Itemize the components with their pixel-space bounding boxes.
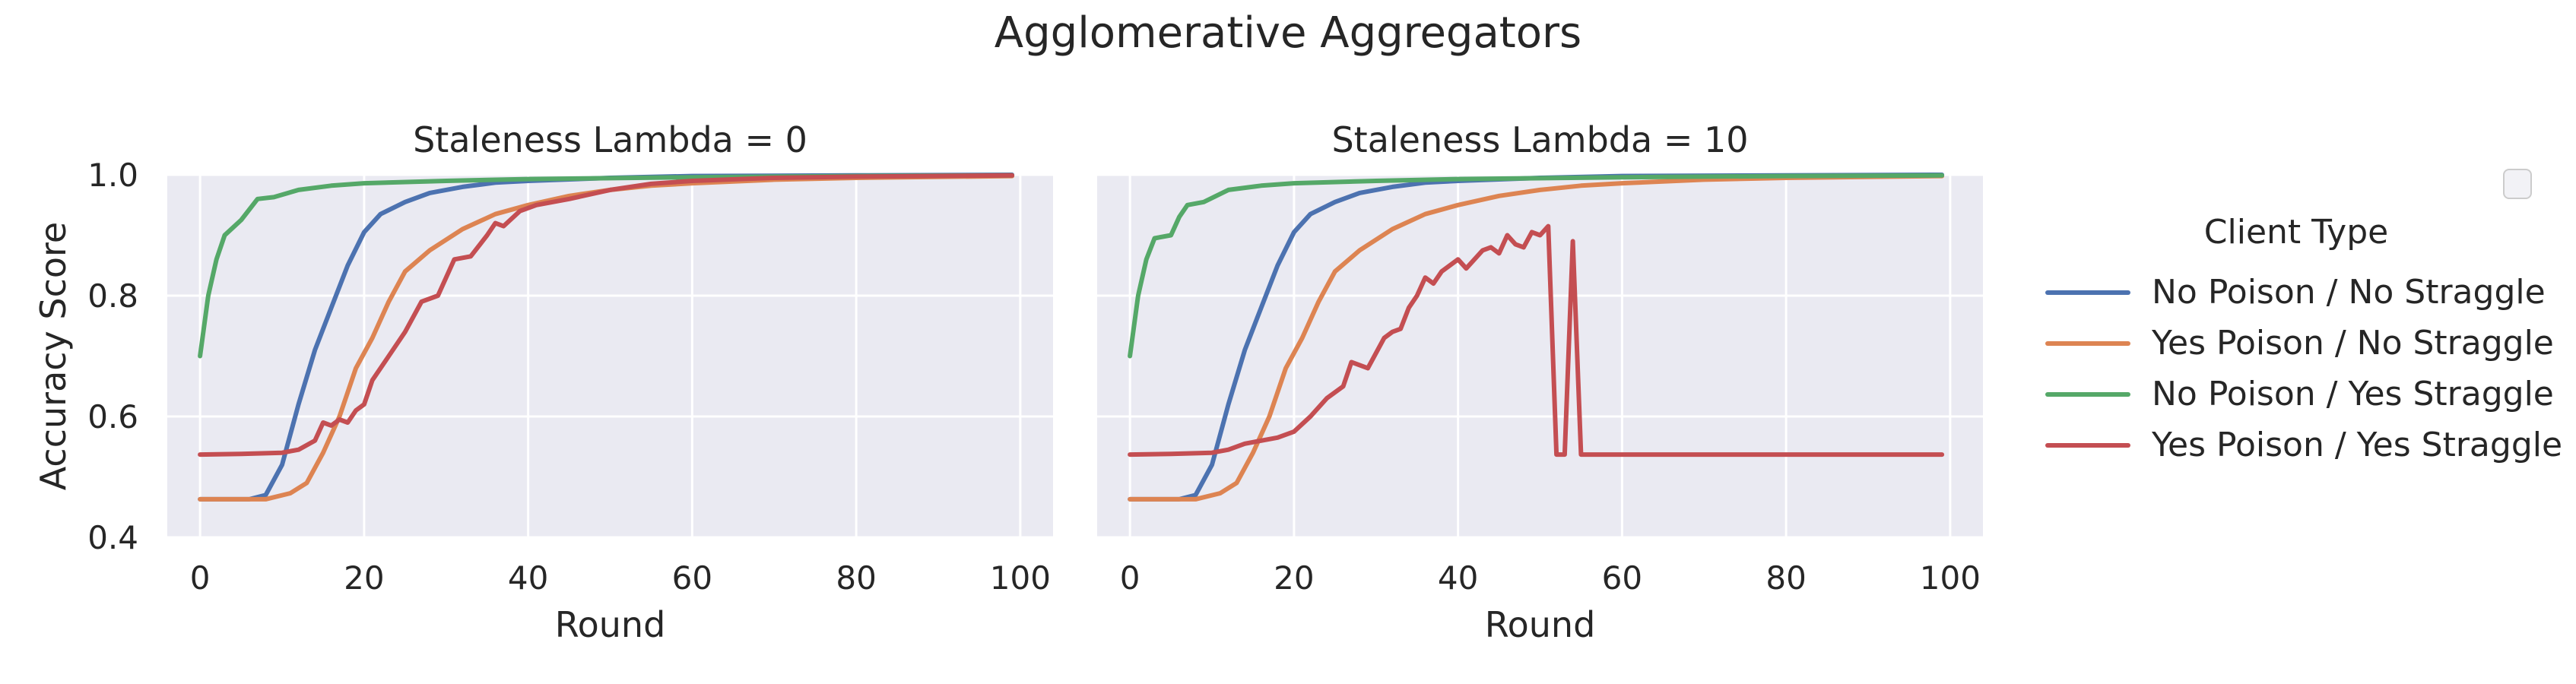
x-tick-label: 40 (508, 559, 548, 597)
legend-item-no-poison-no-straggle: No Poison / No Straggle (2045, 267, 2570, 318)
x-tick-label: 100 (990, 559, 1051, 597)
y-tick-label: 0.4 (87, 519, 138, 556)
subplot-lambda-0: 0 20 40 60 80 100 0.4 0.6 0.8 1.0 Staleness Lambda… (33, 119, 1053, 645)
plot-area (1097, 175, 1983, 537)
x-tick-label: 60 (672, 559, 712, 597)
legend-label: No Poison / No Straggle (2152, 273, 2546, 312)
legend-item-yes-poison-no-straggle: Yes Poison / No Straggle (2045, 318, 2570, 369)
y-tick-label: 0.6 (87, 398, 138, 435)
x-tick-label: 40 (1438, 559, 1478, 597)
plot-area (167, 175, 1053, 537)
x-axis-label: Round (1485, 604, 1596, 645)
legend-swatch (2045, 442, 2130, 448)
y-tick-label: 0.8 (87, 277, 138, 315)
legend-label: Yes Poison / No Straggle (2152, 324, 2554, 363)
legend-title: Client Type (2203, 213, 2389, 252)
legend-swatch (2045, 290, 2130, 295)
x-tick-label: 20 (344, 559, 384, 597)
series-line-no-poison-yes-straggle (198, 173, 1015, 359)
x-tick-label: 80 (836, 559, 876, 597)
empty-legend-box (2503, 169, 2532, 199)
legend-swatch (2045, 340, 2130, 346)
subplot-lambda-10: 0 20 40 60 80 100 Staleness Lambda = 10 Round (1097, 119, 1983, 645)
x-tick-label: 0 (1120, 559, 1140, 597)
x-tick-label: 100 (1920, 559, 1981, 597)
x-tick-label: 0 (190, 559, 211, 597)
series-line-yes-poison-yes-straggle (1128, 223, 1945, 458)
legend: Client Type No Poison / No Straggle Yes … (2045, 213, 2570, 470)
subplot-title: Staleness Lambda = 10 (1331, 119, 1748, 160)
subplot-title: Staleness Lambda = 0 (413, 119, 807, 160)
legend-label: No Poison / Yes Straggle (2152, 375, 2554, 413)
x-axis-label: Round (555, 604, 666, 645)
figure-title: Agglomerative Aggregators (995, 8, 1581, 58)
legend-item-no-poison-yes-straggle: No Poison / Yes Straggle (2045, 369, 2570, 420)
legend-swatch (2045, 391, 2130, 397)
legend-label: Yes Poison / Yes Straggle (2152, 426, 2563, 464)
y-axis-label: Accuracy Score (33, 222, 74, 490)
x-tick-label: 60 (1602, 559, 1642, 597)
series-line-no-poison-yes-straggle (1128, 173, 1945, 359)
x-tick-label: 80 (1765, 559, 1806, 597)
x-tick-label: 20 (1274, 559, 1314, 597)
y-tick-label: 1.0 (87, 157, 138, 194)
legend-item-yes-poison-yes-straggle: Yes Poison / Yes Straggle (2045, 420, 2570, 470)
series-line-yes-poison-no-straggle (1128, 173, 1945, 502)
series-line-yes-poison-yes-straggle (198, 173, 1015, 458)
